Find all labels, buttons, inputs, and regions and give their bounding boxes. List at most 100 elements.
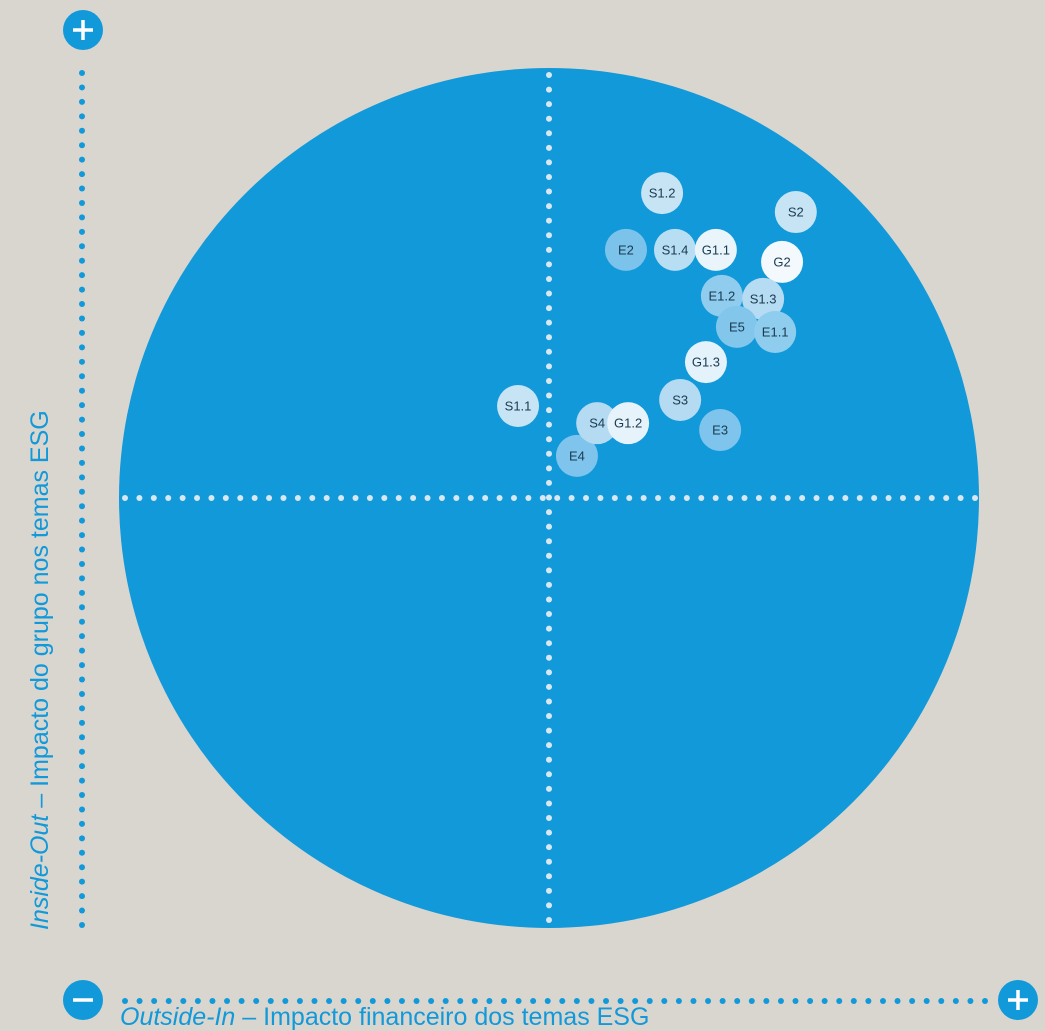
dot [79,228,85,235]
dot [546,815,552,822]
dot [923,998,930,1004]
dot [603,998,610,1004]
dot [323,495,330,501]
dot [675,998,682,1004]
dot [165,998,172,1004]
dot [546,800,552,807]
dot [79,633,85,640]
dot [180,998,187,1004]
point-bubble [641,172,684,215]
dot [79,344,85,351]
x-axis-label: Outside-In – Impacto financeiro dos tema… [120,1003,649,1031]
dot [546,407,552,414]
dot [957,495,964,501]
dot [546,640,552,647]
dot [79,690,85,697]
dot [222,495,229,501]
dot [568,495,575,501]
dot [632,998,639,1004]
dot [238,998,245,1004]
dot [546,261,552,268]
dot [150,495,157,501]
point-label: E3 [712,423,728,438]
dot [500,998,507,1004]
dot [79,373,85,380]
dot [982,998,988,1004]
dot [151,998,158,1004]
dot [136,495,143,501]
dot [237,495,244,501]
dot [209,998,216,1004]
dot [799,495,806,501]
point-bubble [754,311,797,354]
dot [546,844,552,851]
point: S4 [576,402,619,445]
dot [559,998,566,1004]
dot [813,495,820,501]
dot [122,998,128,1004]
dot [938,998,945,1004]
dot [546,319,552,326]
dot [79,488,85,495]
points: E2 S1.2 S2 S1.4 G1.1 G2 E1.2 S1.3 E5 E1.1 G1.3 S3 S1… [497,172,817,477]
dot [79,243,85,250]
dot [546,683,552,690]
vertical-divider [546,72,552,923]
dot [366,495,373,501]
dot [208,495,215,501]
dot [326,998,333,1004]
dot [79,820,85,827]
dot [640,495,647,501]
dot [588,998,595,1004]
dot [655,495,662,501]
dot [79,734,85,741]
point-label: G1.3 [692,355,720,370]
dot [384,998,391,1004]
dot [525,495,532,501]
dot [165,495,172,501]
x-axis [122,998,988,1004]
dot [79,459,85,466]
dot [546,159,552,166]
dot [546,581,552,588]
dot [865,998,872,1004]
dot [546,305,552,312]
dot [453,495,460,501]
dot [546,217,552,224]
dot [546,363,552,370]
dot [79,806,85,813]
point-bubble [576,402,619,445]
dot [544,998,551,1004]
dot [836,998,843,1004]
dot [79,329,85,336]
origin-minus-icon [63,980,103,1020]
point: E2 [604,228,647,271]
dot [496,495,503,501]
dot [194,495,201,501]
x-label: – Impacto financeiro dos temas ESG [235,1003,649,1031]
dot [546,669,552,676]
dot [546,203,552,210]
dot [546,494,552,501]
dot [179,495,186,501]
point-bubble [604,228,647,271]
point: S1.1 [497,384,540,427]
dot [79,127,85,134]
dot [546,334,552,341]
point-bubble [653,228,696,271]
dot [79,70,85,76]
y-axis [79,70,85,928]
dot [381,495,388,501]
dot [79,474,85,481]
point-label: S1.4 [662,242,689,257]
dot [546,596,552,603]
dot [413,998,420,1004]
dot [546,450,552,457]
point: E3 [699,409,742,452]
dot [611,495,618,501]
dot [705,998,712,1004]
dot [79,503,85,510]
dot [79,257,85,264]
dot [914,495,921,501]
dot [79,792,85,799]
